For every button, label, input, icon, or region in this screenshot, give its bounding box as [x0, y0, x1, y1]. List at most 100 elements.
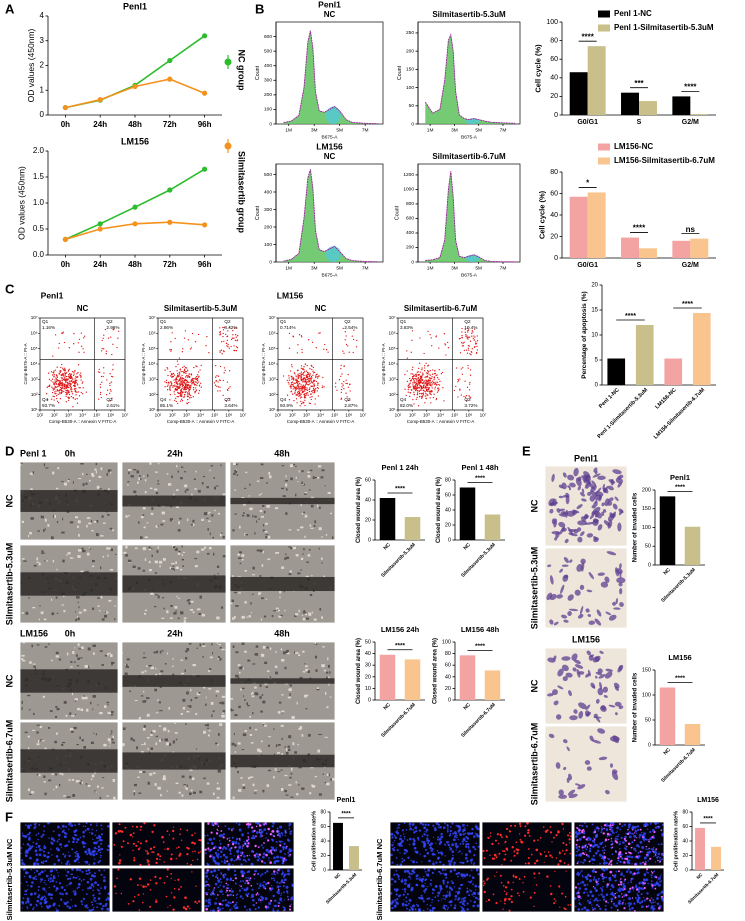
- nucleus: [223, 861, 227, 864]
- event-dot: [53, 373, 55, 376]
- texture: [162, 520, 166, 522]
- texture: [284, 480, 288, 482]
- nucleus: [393, 834, 396, 837]
- nucleus: [431, 843, 433, 845]
- texture: [251, 692, 253, 695]
- nucleus: [277, 889, 281, 893]
- texture: [31, 474, 33, 476]
- nucleus: [85, 860, 89, 864]
- texture: [294, 751, 297, 754]
- nucleus: [74, 824, 76, 826]
- nucleus: [233, 905, 236, 908]
- texture: [215, 742, 218, 745]
- nucleus: [208, 838, 210, 841]
- texture: [295, 781, 297, 784]
- micrograph: [19, 721, 119, 801]
- texture: [187, 705, 189, 707]
- nucleus: [464, 827, 466, 829]
- nucleus: [630, 902, 633, 905]
- edu-dot: [137, 893, 140, 896]
- texture: [221, 532, 223, 534]
- quadrant-name: Q4: [42, 397, 49, 402]
- micrograph: [121, 721, 227, 801]
- wound-gap: [20, 669, 118, 693]
- texture: [252, 566, 255, 570]
- nucleus: [391, 844, 394, 847]
- texture: [36, 644, 40, 646]
- edu-dot: [568, 832, 571, 834]
- texture: [304, 514, 308, 518]
- nucleus: [448, 834, 452, 837]
- x-axis-label: B675-A: [461, 134, 478, 140]
- texture: [260, 493, 262, 495]
- nucleus: [236, 906, 239, 909]
- nucleus: [604, 845, 607, 847]
- x-axis-label: B675-A: [322, 134, 339, 140]
- nucleus: [426, 837, 429, 840]
- texture: [276, 609, 278, 611]
- nucleus: [277, 892, 280, 895]
- texture: [217, 512, 220, 515]
- density-line: [283, 169, 378, 263]
- nucleus: [628, 897, 632, 901]
- edu-dot: [212, 847, 215, 850]
- texture: [178, 550, 181, 553]
- nucleus: [278, 882, 281, 885]
- texture: [222, 536, 225, 539]
- cell: [578, 710, 584, 719]
- nucleus: [418, 896, 421, 899]
- texture: [109, 527, 113, 530]
- event-dot: [65, 381, 67, 384]
- texture: [140, 516, 144, 519]
- edu-dot: [151, 830, 154, 834]
- nucleus: [415, 877, 418, 880]
- bar: [672, 96, 691, 115]
- edu-dot: [139, 842, 142, 845]
- texture: [302, 650, 305, 653]
- texture: [294, 651, 296, 654]
- chart-title: Penl1: [123, 1, 147, 11]
- nucleus: [57, 875, 60, 877]
- nucleus: [277, 832, 281, 836]
- nucleus: [433, 867, 436, 871]
- event-dot: [59, 388, 61, 391]
- event-dot: [61, 363, 63, 366]
- nucleus: [76, 868, 79, 872]
- texture: [281, 712, 284, 714]
- edu-dot: [503, 890, 506, 892]
- nucleus: [408, 844, 411, 846]
- nucleus: [206, 862, 209, 865]
- nucleus: [419, 878, 423, 882]
- texture: [51, 536, 54, 540]
- cell: [578, 702, 587, 710]
- edu-dot: [625, 894, 628, 897]
- edu-dot: [283, 881, 285, 884]
- nucleus: [451, 843, 454, 846]
- texture: [56, 568, 58, 571]
- texture: [321, 562, 323, 564]
- nucleus: [222, 833, 225, 836]
- nucleus: [220, 889, 222, 891]
- texture: [242, 503, 246, 506]
- micrograph: [19, 544, 119, 624]
- nucleus: [654, 826, 658, 829]
- nucleus: [423, 833, 426, 836]
- texture: [171, 475, 173, 478]
- edu-dot: [579, 824, 581, 827]
- panel-letter: A: [5, 1, 15, 16]
- texture: [134, 547, 138, 550]
- event-dot: [101, 347, 103, 350]
- texture: [222, 555, 226, 558]
- texture: [218, 656, 220, 658]
- edu-dot: [133, 896, 136, 898]
- texture: [102, 522, 106, 524]
- nucleus: [65, 845, 67, 847]
- x-tick-label: 10⁶: [107, 413, 114, 418]
- nucleus: [94, 834, 97, 836]
- texture: [155, 673, 157, 677]
- nucleus: [432, 824, 435, 827]
- y-tick-label: 0: [411, 121, 414, 127]
- event-dot: [67, 386, 69, 389]
- nucleus: [276, 909, 279, 912]
- micrograph-bg: [112, 868, 202, 912]
